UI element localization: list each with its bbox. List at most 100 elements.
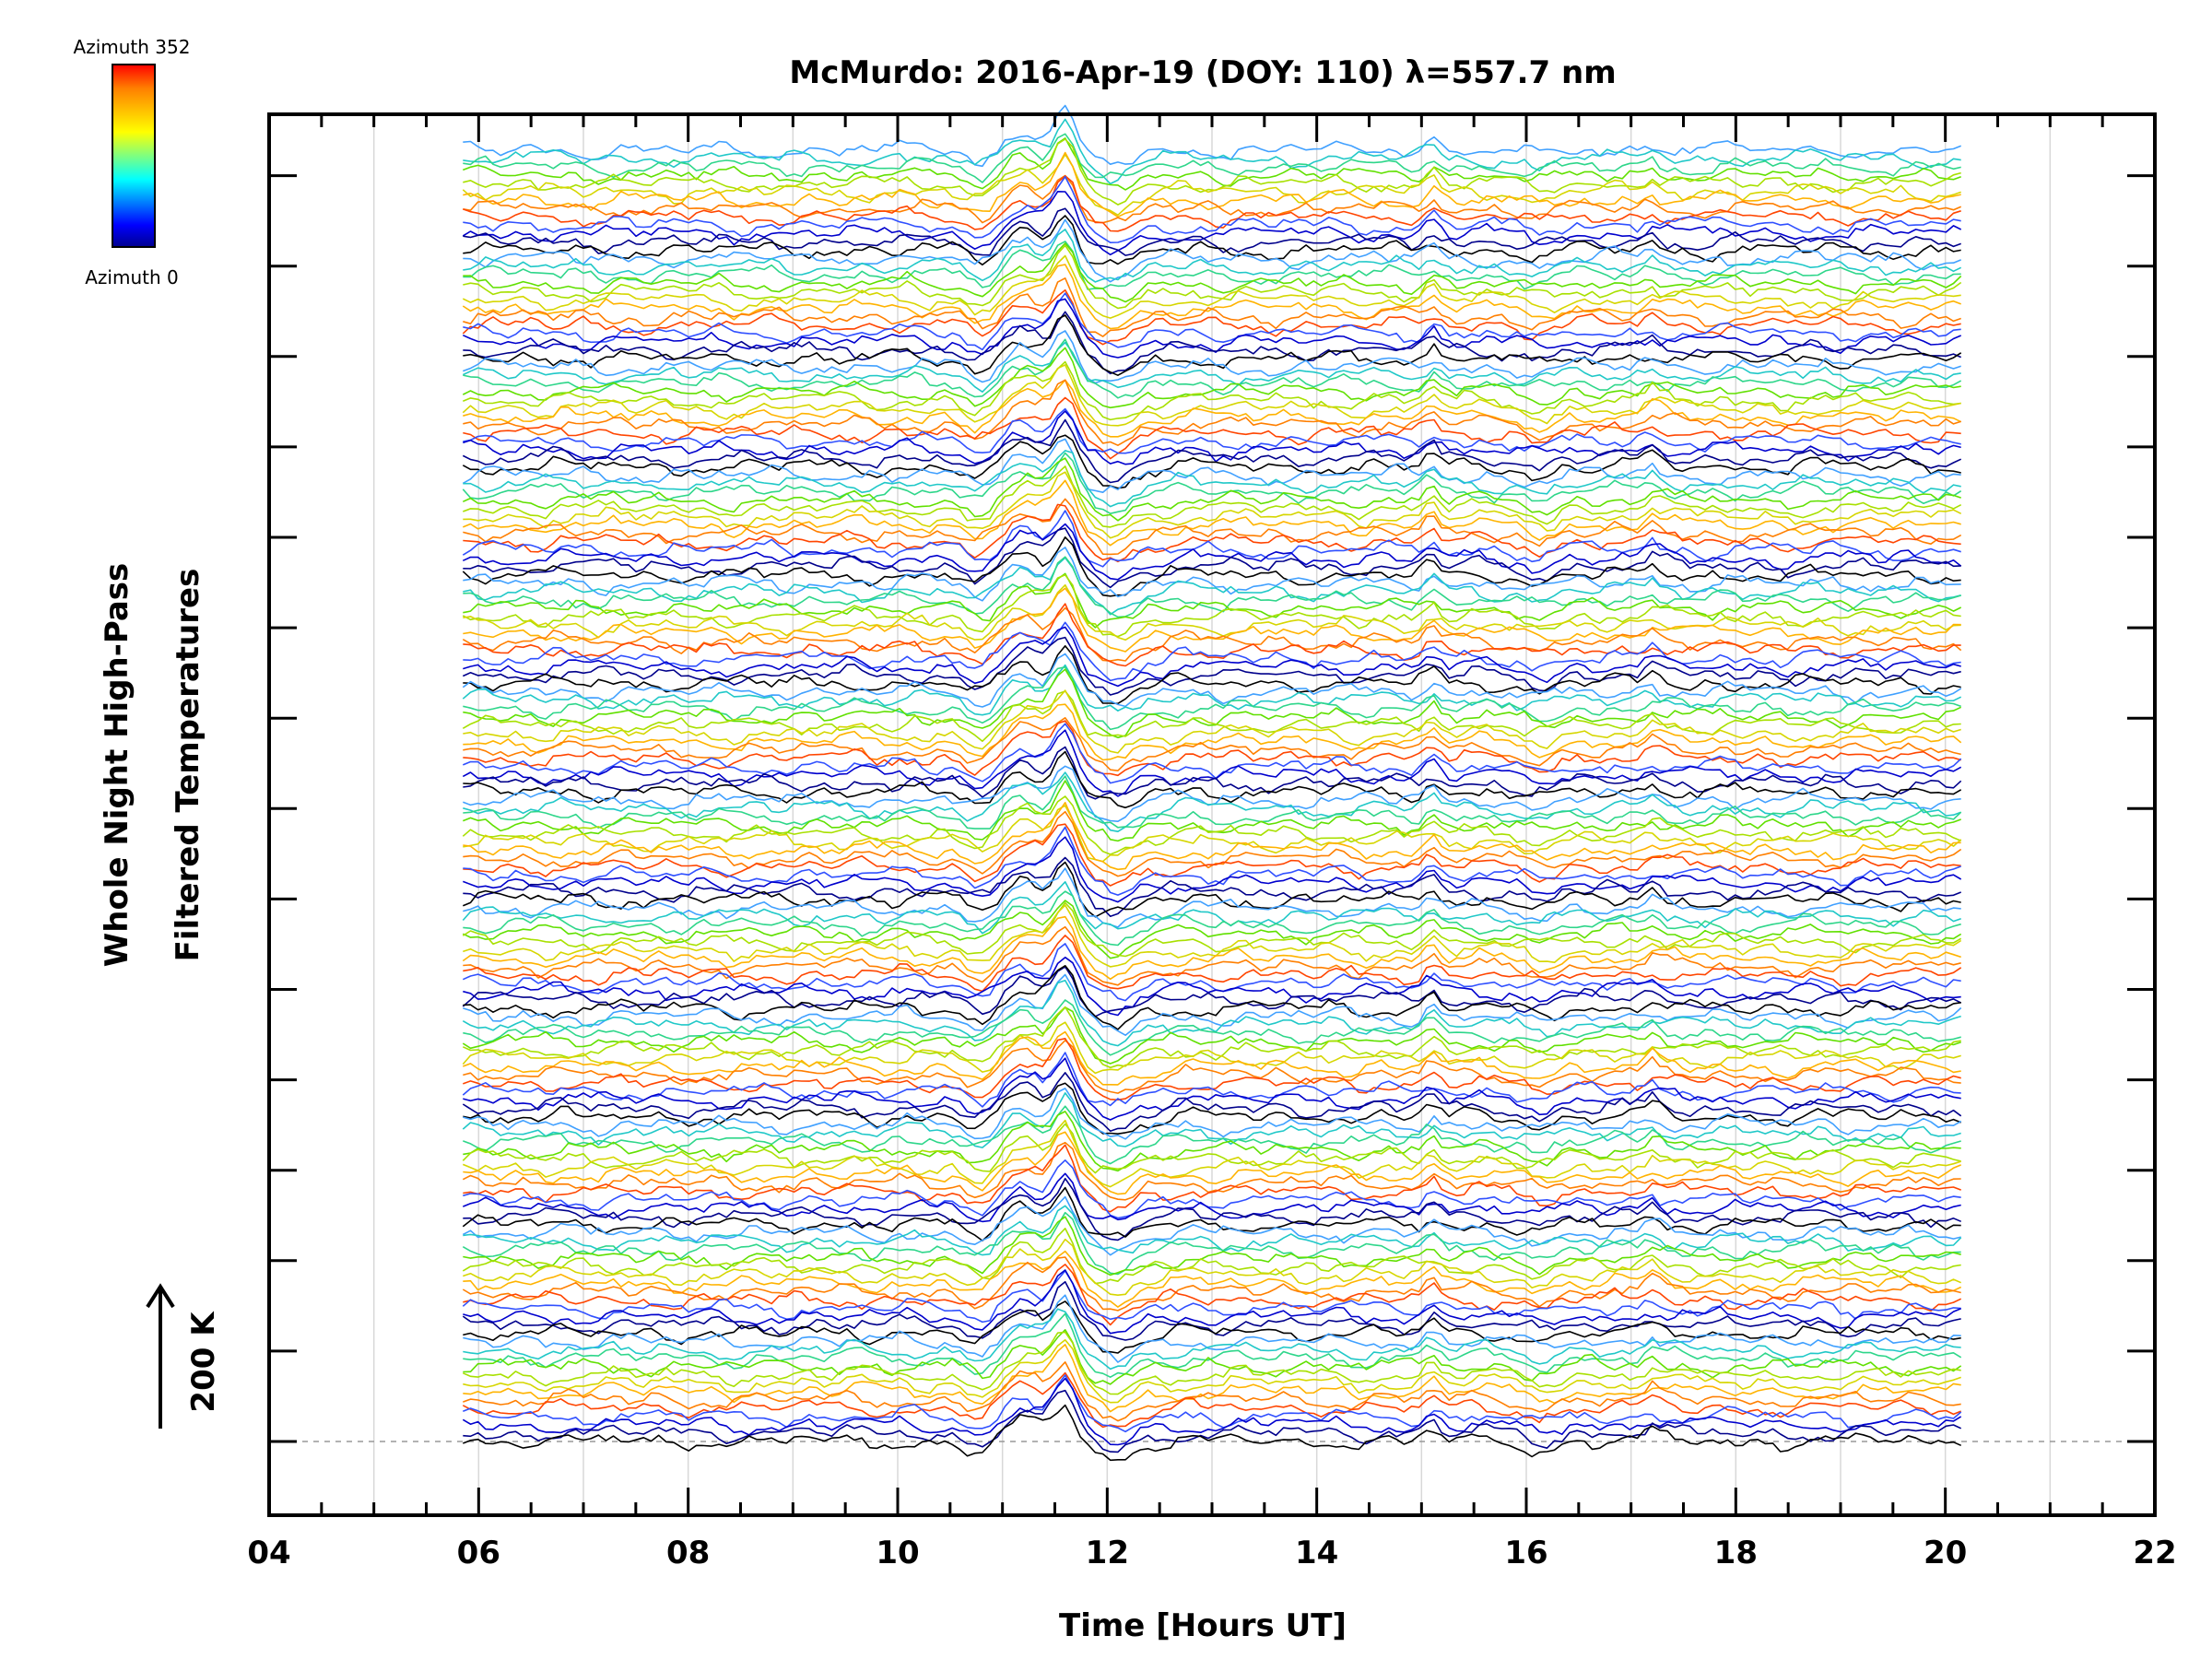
series-line bbox=[462, 1270, 1961, 1324]
series-line bbox=[462, 438, 1961, 493]
series-line bbox=[463, 1040, 1961, 1094]
series-line bbox=[462, 881, 1961, 935]
series-line bbox=[462, 510, 1961, 568]
x-tick-label: 16 bbox=[1504, 1535, 1547, 1571]
series-line bbox=[462, 523, 1962, 581]
series-line bbox=[463, 956, 1961, 1017]
series-line bbox=[463, 379, 1962, 438]
series-line bbox=[463, 1205, 1962, 1256]
series-line bbox=[463, 750, 1962, 809]
series-line bbox=[463, 999, 1961, 1056]
series-line bbox=[463, 498, 1962, 556]
series-line bbox=[463, 1294, 1961, 1363]
y-axis-label-line1: Whole Night High-Pass bbox=[99, 563, 135, 968]
series-line bbox=[463, 1144, 1961, 1213]
series-line bbox=[463, 965, 1961, 1030]
series-line bbox=[462, 1141, 1961, 1201]
series-line bbox=[462, 457, 1961, 522]
series-line bbox=[463, 133, 1961, 183]
plot-frame bbox=[267, 112, 2157, 1517]
series-line bbox=[463, 207, 1961, 256]
series-line bbox=[463, 603, 1961, 667]
series-line bbox=[462, 434, 1961, 489]
series-line bbox=[462, 915, 1961, 981]
series-line bbox=[463, 407, 1961, 454]
series-line bbox=[463, 557, 1961, 616]
series-line bbox=[463, 410, 1961, 465]
series-line bbox=[462, 1006, 1961, 1065]
series-line bbox=[463, 867, 1961, 928]
series-line bbox=[463, 626, 1961, 688]
series-line bbox=[463, 360, 1961, 421]
series-line bbox=[463, 771, 1961, 832]
series-line bbox=[463, 175, 1961, 243]
series-line bbox=[463, 925, 1961, 986]
chart-title: McMurdo: 2016-Apr-19 (DOY: 110) λ=557.7 … bbox=[789, 54, 1616, 91]
series-line bbox=[463, 151, 1961, 218]
series-line bbox=[463, 823, 1961, 887]
series-line bbox=[463, 175, 1961, 232]
series-line bbox=[462, 943, 1961, 1002]
series-line bbox=[462, 153, 1961, 217]
series-line bbox=[462, 1092, 1961, 1148]
series-line bbox=[462, 795, 1961, 855]
series-line bbox=[462, 254, 1961, 319]
scale-bar: 200 K bbox=[146, 1283, 222, 1429]
series-line bbox=[463, 810, 1962, 877]
series-line bbox=[463, 703, 1962, 761]
series-line bbox=[463, 1404, 1962, 1462]
x-tick-label: 12 bbox=[1086, 1535, 1129, 1571]
series-line bbox=[463, 137, 1961, 191]
series-line bbox=[462, 1072, 1962, 1132]
series-line bbox=[463, 587, 1961, 653]
series-line bbox=[462, 418, 1962, 484]
series-line bbox=[463, 338, 1962, 399]
series-line bbox=[463, 1088, 1962, 1140]
series-line bbox=[462, 664, 1962, 716]
scale-bar-label: 200 K bbox=[185, 1311, 222, 1413]
series-line bbox=[462, 900, 1962, 959]
series-line bbox=[463, 311, 1962, 375]
series-line bbox=[463, 1329, 1962, 1385]
series-line bbox=[463, 465, 1962, 528]
series-line bbox=[463, 1250, 1962, 1308]
series-line bbox=[463, 805, 1962, 863]
series-line bbox=[463, 1374, 1962, 1433]
series-line bbox=[462, 1119, 1961, 1188]
series-lines bbox=[269, 104, 2155, 1462]
series-line bbox=[462, 1195, 1961, 1256]
x-tick-label: 10 bbox=[876, 1535, 919, 1571]
series-line bbox=[462, 1211, 1961, 1276]
scale-bar-arrow-head bbox=[146, 1283, 175, 1309]
series-line bbox=[463, 904, 1962, 968]
series-line bbox=[463, 450, 1961, 508]
colorbar bbox=[112, 64, 156, 248]
series-line bbox=[462, 364, 1961, 427]
series-line bbox=[463, 1105, 1961, 1165]
series-line bbox=[462, 901, 1962, 958]
x-tick-label: 04 bbox=[247, 1535, 290, 1571]
series-line bbox=[463, 856, 1961, 917]
series-line bbox=[463, 1172, 1961, 1223]
series-line bbox=[463, 1238, 1962, 1296]
series-line bbox=[463, 241, 1961, 290]
colorbar-top-label: Azimuth 352 bbox=[74, 36, 191, 58]
series-line bbox=[462, 1186, 1961, 1241]
series-line bbox=[463, 935, 1962, 993]
series-line bbox=[463, 1030, 1961, 1086]
series-line bbox=[463, 1344, 1961, 1413]
series-line bbox=[463, 330, 1961, 384]
x-tick-label: 08 bbox=[666, 1535, 710, 1571]
series-line bbox=[463, 215, 1961, 266]
series-line bbox=[463, 836, 1962, 903]
series-line bbox=[462, 653, 1962, 708]
series-line bbox=[463, 174, 1962, 224]
series-line bbox=[463, 1312, 1962, 1378]
series-line bbox=[463, 292, 1961, 351]
series-line bbox=[463, 314, 1962, 376]
series-line bbox=[463, 572, 1962, 629]
series-line bbox=[463, 621, 1961, 682]
series-line bbox=[463, 1159, 1961, 1219]
series-line bbox=[462, 723, 1962, 784]
